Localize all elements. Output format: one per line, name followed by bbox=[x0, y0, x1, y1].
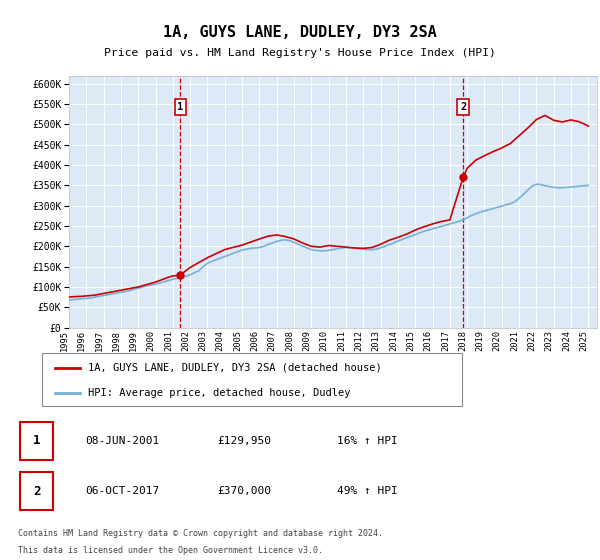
Text: 2015: 2015 bbox=[406, 330, 415, 352]
Text: 2002: 2002 bbox=[181, 330, 190, 352]
Text: Contains HM Land Registry data © Crown copyright and database right 2024.: Contains HM Land Registry data © Crown c… bbox=[18, 529, 383, 538]
Text: 2004: 2004 bbox=[216, 330, 225, 352]
Text: 2009: 2009 bbox=[302, 330, 311, 352]
FancyBboxPatch shape bbox=[42, 353, 462, 406]
Text: 06-OCT-2017: 06-OCT-2017 bbox=[85, 487, 160, 496]
Text: This data is licensed under the Open Government Licence v3.0.: This data is licensed under the Open Gov… bbox=[18, 546, 323, 555]
Text: 2025: 2025 bbox=[580, 330, 589, 352]
Text: 1: 1 bbox=[33, 435, 40, 447]
Text: £129,950: £129,950 bbox=[217, 436, 271, 446]
Text: 2000: 2000 bbox=[146, 330, 155, 352]
Text: 2020: 2020 bbox=[493, 330, 502, 352]
Text: 2022: 2022 bbox=[527, 330, 536, 352]
Text: 2014: 2014 bbox=[389, 330, 398, 352]
Text: 1996: 1996 bbox=[77, 330, 86, 352]
Text: 2019: 2019 bbox=[475, 330, 484, 352]
Text: 2001: 2001 bbox=[164, 330, 173, 352]
Text: 49% ↑ HPI: 49% ↑ HPI bbox=[337, 487, 398, 496]
Text: 1: 1 bbox=[178, 102, 184, 112]
Text: 2006: 2006 bbox=[250, 330, 259, 352]
Text: 1997: 1997 bbox=[95, 330, 104, 352]
Text: 2007: 2007 bbox=[268, 330, 277, 352]
Text: 2024: 2024 bbox=[562, 330, 571, 352]
Text: Price paid vs. HM Land Registry's House Price Index (HPI): Price paid vs. HM Land Registry's House … bbox=[104, 48, 496, 58]
Text: 2018: 2018 bbox=[458, 330, 467, 352]
Text: 1A, GUYS LANE, DUDLEY, DY3 2SA (detached house): 1A, GUYS LANE, DUDLEY, DY3 2SA (detached… bbox=[88, 363, 382, 373]
Text: 2017: 2017 bbox=[441, 330, 450, 352]
FancyBboxPatch shape bbox=[20, 473, 53, 510]
Text: 2008: 2008 bbox=[285, 330, 294, 352]
Text: 2003: 2003 bbox=[199, 330, 208, 352]
Text: 1995: 1995 bbox=[60, 330, 69, 352]
Text: 2023: 2023 bbox=[545, 330, 554, 352]
Text: 2010: 2010 bbox=[320, 330, 329, 352]
Text: 2013: 2013 bbox=[371, 330, 380, 352]
Text: 2005: 2005 bbox=[233, 330, 242, 352]
FancyBboxPatch shape bbox=[20, 422, 53, 460]
Text: £370,000: £370,000 bbox=[217, 487, 271, 496]
Text: 2011: 2011 bbox=[337, 330, 346, 352]
Text: 2: 2 bbox=[460, 102, 466, 112]
Text: 1998: 1998 bbox=[112, 330, 121, 352]
Text: 16% ↑ HPI: 16% ↑ HPI bbox=[337, 436, 398, 446]
Text: 1A, GUYS LANE, DUDLEY, DY3 2SA: 1A, GUYS LANE, DUDLEY, DY3 2SA bbox=[163, 25, 437, 40]
Text: HPI: Average price, detached house, Dudley: HPI: Average price, detached house, Dudl… bbox=[88, 388, 351, 398]
Text: 2012: 2012 bbox=[354, 330, 363, 352]
Text: 2021: 2021 bbox=[510, 330, 519, 352]
Text: 2: 2 bbox=[33, 485, 40, 498]
Text: 2016: 2016 bbox=[424, 330, 433, 352]
Text: 1999: 1999 bbox=[129, 330, 138, 352]
Text: 08-JUN-2001: 08-JUN-2001 bbox=[85, 436, 160, 446]
